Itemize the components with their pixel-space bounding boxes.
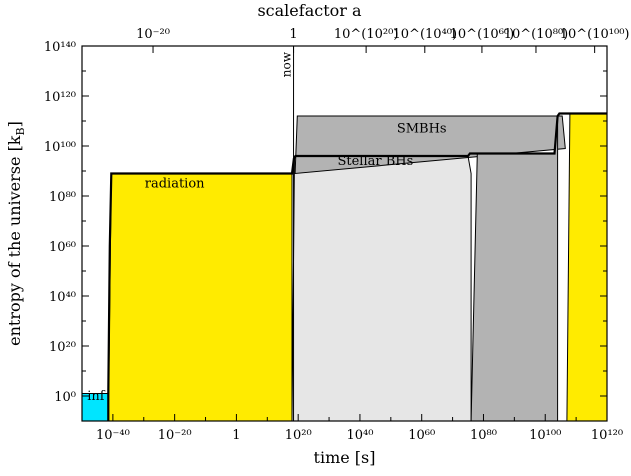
x-tick-label: 10⁴⁰ [346,428,373,443]
x-tick-label: 10⁻⁴⁰ [96,428,130,443]
area-smbhs [294,115,566,175]
y-tick-label: 10¹²⁰ [44,90,76,105]
label-inf: inf [87,389,106,404]
area-region-5 [566,113,608,422]
labels-layer: 10⁻⁴⁰ 10⁻²⁰ 1 10²⁰ 10⁴⁰ 10⁶⁰ 10⁸⁰ 10¹⁰⁰ 10¹²⁰ 10⁰… [5,1,630,467]
label-radiation: radiation [145,177,205,192]
lines-layer [107,46,607,421]
top-tick-label: 10⁻²⁰ [136,27,170,42]
area-radiation [107,173,293,422]
y-tick-label: 10⁸⁰ [49,190,76,205]
y-axis-title: entropy of the universe [kB] [5,121,27,346]
x-tick-label: 10²⁰ [285,428,312,443]
x-tick-label: 10¹⁰⁰ [529,428,561,443]
top-tick-label: 10^(10⁴⁰) [393,27,458,42]
x-tick-label: 10⁻²⁰ [158,428,192,443]
y-tick-label: 10⁰ [54,390,76,405]
top-axis-title: scalefactor a [257,1,362,20]
total-entropy-line [107,112,607,421]
top-tick-label: 1 [289,27,297,42]
y-tick-label: 10⁴⁰ [49,290,76,305]
top-tick-label: 10^(10²⁰) [334,27,399,42]
now-label: now [280,51,294,77]
area-region-4 [470,115,559,422]
y-tick-label: 10⁶⁰ [49,240,76,255]
x-tick-label: 10¹²⁰ [591,428,623,443]
plot-frame [81,45,608,422]
label-smbhs: SMBHs [397,122,447,137]
x-tick-label: 10⁶⁰ [408,428,435,443]
area-stellar-bhs [291,155,472,422]
top-tick-label: 10^(10⁶⁰) [450,27,515,42]
top-tick-label: 10^(10¹⁰⁰) [560,27,630,42]
label-stellar-bhs: Stellar BHs [337,154,413,169]
x-tick-label: 10⁸⁰ [470,428,497,443]
x-axis-title: time [s] [314,448,376,467]
top-tick-label: 10^(10⁸⁰) [504,27,569,42]
frame-layer [81,45,608,422]
y-tick-label: 10¹⁴⁰ [44,40,76,55]
x-tick-label: 1 [232,428,240,443]
y-tick-label: 10²⁰ [49,340,76,355]
y-tick-label: 10¹⁰⁰ [44,140,76,155]
